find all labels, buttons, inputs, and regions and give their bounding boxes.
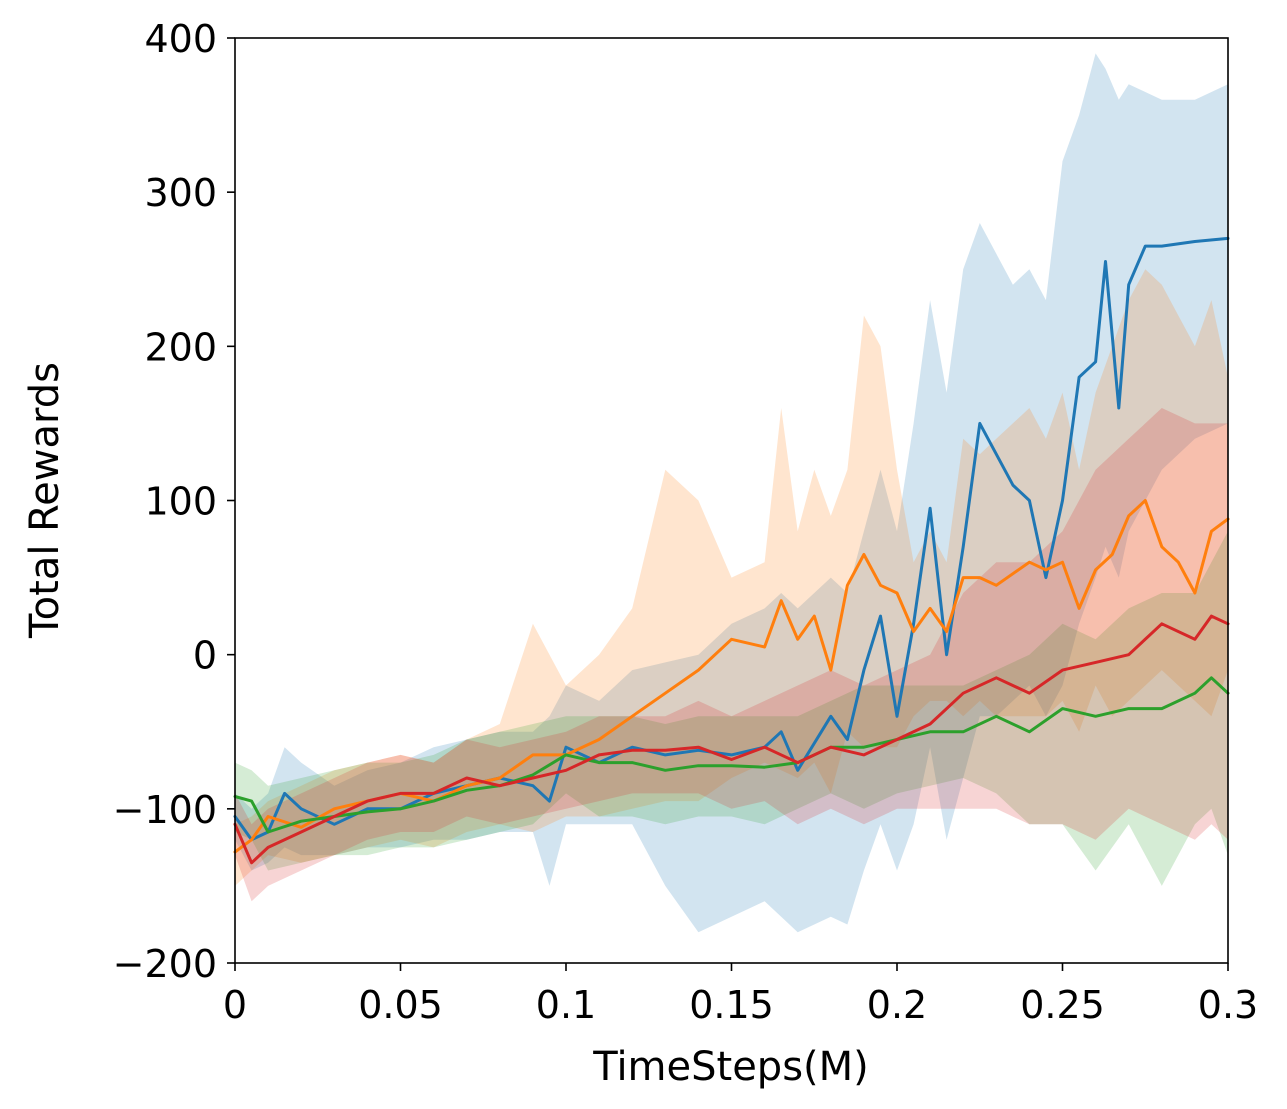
x-tick-label: 0 xyxy=(223,983,247,1027)
x-axis-ticks: 0 0.05 0.1 0.15 0.2 0.25 0.3 xyxy=(223,963,1258,1027)
x-tick-label: 0.1 xyxy=(536,983,596,1027)
y-axis-ticks: −200 −100 0 100 200 300 400 xyxy=(113,17,235,986)
series-1-band xyxy=(235,53,1228,933)
confidence-bands xyxy=(235,53,1228,933)
series-lines xyxy=(233,236,1230,865)
y-tick-label: 300 xyxy=(144,171,217,215)
series-2-band xyxy=(235,269,1228,886)
series-3-line xyxy=(233,676,1230,834)
series-3-band xyxy=(235,531,1228,886)
x-tick-label: 0.15 xyxy=(689,983,774,1027)
y-axis-label: Total Rewards xyxy=(22,362,68,639)
x-tick-label: 0.3 xyxy=(1198,983,1258,1027)
series-1-line xyxy=(233,236,1230,842)
y-tick-label: −200 xyxy=(113,942,217,986)
series-4-line xyxy=(233,614,1230,865)
y-tick-label: 400 xyxy=(144,17,217,61)
series-4-band xyxy=(235,408,1228,902)
y-tick-label: −100 xyxy=(113,788,217,832)
y-tick-label: 100 xyxy=(144,480,217,524)
x-tick-label: 0.05 xyxy=(358,983,443,1027)
x-tick-label: 0.25 xyxy=(1020,983,1105,1027)
x-axis-label: TimeSteps(M) xyxy=(592,1044,869,1090)
x-tick-label: 0.2 xyxy=(867,983,927,1027)
y-tick-label: 0 xyxy=(193,634,217,678)
y-tick-label: 200 xyxy=(144,325,217,369)
